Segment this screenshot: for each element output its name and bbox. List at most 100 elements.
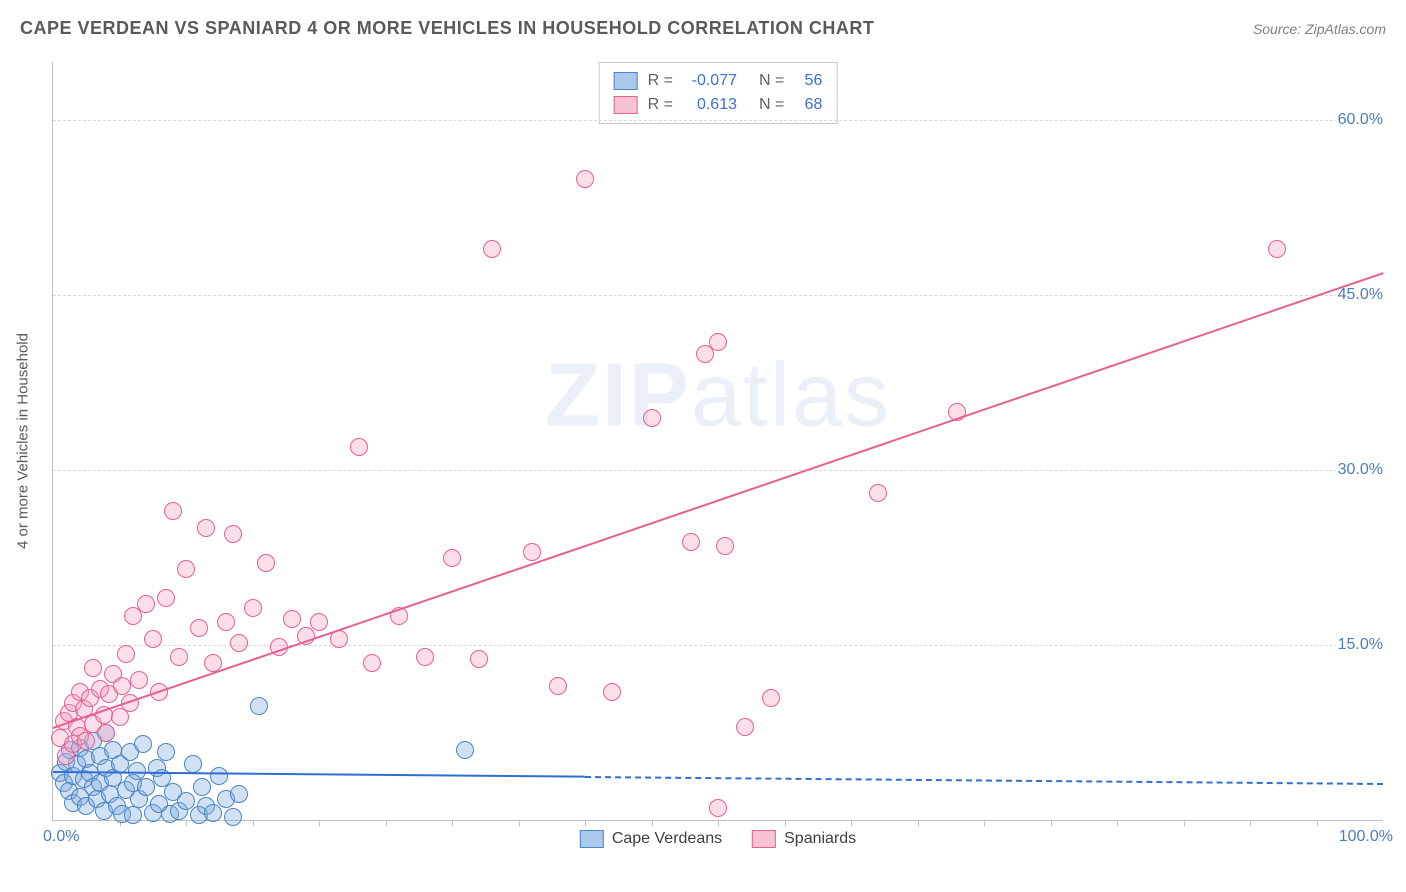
scatter-point-cape_verdeans bbox=[250, 697, 268, 715]
x-tick bbox=[918, 820, 919, 826]
swatch-spaniards bbox=[614, 96, 638, 114]
chart-title: CAPE VERDEAN VS SPANIARD 4 OR MORE VEHIC… bbox=[20, 18, 874, 39]
x-tick bbox=[718, 820, 719, 826]
scatter-point-spaniards bbox=[470, 650, 488, 668]
x-tick bbox=[186, 820, 187, 826]
scatter-point-spaniards bbox=[130, 671, 148, 689]
watermark: ZIPatlas bbox=[545, 344, 891, 447]
watermark-rest: atlas bbox=[691, 345, 891, 445]
x-tick bbox=[984, 820, 985, 826]
watermark-bold: ZIP bbox=[545, 345, 691, 445]
x-tick bbox=[1317, 820, 1318, 826]
scatter-point-spaniards bbox=[549, 677, 567, 695]
scatter-point-spaniards bbox=[283, 610, 301, 628]
scatter-point-spaniards bbox=[443, 549, 461, 567]
scatter-point-spaniards bbox=[643, 409, 661, 427]
x-tick bbox=[253, 820, 254, 826]
scatter-point-spaniards bbox=[762, 689, 780, 707]
plot-area: 4 or more Vehicles in Household ZIPatlas… bbox=[52, 62, 1383, 821]
stats-row-spaniards: R = 0.613 N = 68 bbox=[614, 93, 823, 117]
y-tick-label: 45.0% bbox=[1336, 286, 1385, 304]
scatter-point-spaniards bbox=[217, 613, 235, 631]
scatter-point-cape_verdeans bbox=[204, 804, 222, 822]
scatter-point-spaniards bbox=[483, 240, 501, 258]
scatter-point-spaniards bbox=[117, 645, 135, 663]
r-value: 0.613 bbox=[683, 93, 737, 117]
scatter-point-spaniards bbox=[77, 732, 95, 750]
bottom-legend: Cape Verdeans Spaniards bbox=[580, 830, 856, 848]
scatter-point-spaniards bbox=[716, 537, 734, 555]
scatter-point-cape_verdeans bbox=[184, 755, 202, 773]
x-tick bbox=[585, 820, 586, 826]
y-tick-label: 15.0% bbox=[1336, 636, 1385, 654]
x-tick bbox=[519, 820, 520, 826]
scatter-point-spaniards bbox=[224, 525, 242, 543]
scatter-point-spaniards bbox=[363, 654, 381, 672]
r-value: -0.077 bbox=[683, 69, 737, 93]
scatter-point-cape_verdeans bbox=[210, 767, 228, 785]
x-tick bbox=[851, 820, 852, 826]
n-value: 56 bbox=[794, 69, 822, 93]
x-tick bbox=[785, 820, 786, 826]
scatter-point-spaniards bbox=[204, 654, 222, 672]
y-tick-label: 30.0% bbox=[1336, 461, 1385, 479]
x-tick bbox=[652, 820, 653, 826]
scatter-point-spaniards bbox=[230, 634, 248, 652]
n-label: N = bbox=[759, 93, 784, 117]
n-value: 68 bbox=[794, 93, 822, 117]
scatter-point-cape_verdeans bbox=[157, 743, 175, 761]
x-tick bbox=[319, 820, 320, 826]
swatch-cape_verdeans bbox=[614, 72, 638, 90]
scatter-point-spaniards bbox=[170, 648, 188, 666]
x-max-label: 100.0% bbox=[1339, 828, 1393, 846]
scatter-point-cape_verdeans bbox=[134, 735, 152, 753]
scatter-point-spaniards bbox=[97, 724, 115, 742]
scatter-point-spaniards bbox=[523, 543, 541, 561]
scatter-point-spaniards bbox=[144, 630, 162, 648]
scatter-point-spaniards bbox=[244, 599, 262, 617]
scatter-point-spaniards bbox=[190, 619, 208, 637]
trend-dash-cape_verdeans bbox=[585, 776, 1383, 785]
scatter-point-spaniards bbox=[310, 613, 328, 631]
scatter-point-spaniards bbox=[84, 659, 102, 677]
legend-label: Cape Verdeans bbox=[612, 830, 722, 848]
scatter-point-spaniards bbox=[416, 648, 434, 666]
x-tick bbox=[386, 820, 387, 826]
x-tick bbox=[452, 820, 453, 826]
stats-row-cape_verdeans: R =-0.077N =56 bbox=[614, 69, 823, 93]
scatter-point-spaniards bbox=[1268, 240, 1286, 258]
scatter-point-cape_verdeans bbox=[224, 808, 242, 826]
gridline bbox=[53, 470, 1383, 471]
x-tick bbox=[1051, 820, 1052, 826]
x-tick bbox=[1117, 820, 1118, 826]
scatter-point-spaniards bbox=[682, 533, 700, 551]
legend-item-spaniards: Spaniards bbox=[752, 830, 856, 848]
scatter-point-spaniards bbox=[177, 560, 195, 578]
scatter-point-spaniards bbox=[137, 595, 155, 613]
scatter-point-spaniards bbox=[157, 589, 175, 607]
scatter-point-spaniards bbox=[576, 170, 594, 188]
scatter-point-spaniards bbox=[603, 683, 621, 701]
scatter-point-cape_verdeans bbox=[456, 741, 474, 759]
scatter-point-spaniards bbox=[869, 484, 887, 502]
legend-label: Spaniards bbox=[784, 830, 856, 848]
r-label: R = bbox=[648, 69, 673, 93]
y-axis-label: 4 or more Vehicles in Household bbox=[15, 333, 32, 549]
scatter-point-spaniards bbox=[709, 333, 727, 351]
gridline bbox=[53, 120, 1383, 121]
x-tick bbox=[1184, 820, 1185, 826]
swatch-cape_verdeans bbox=[580, 830, 604, 848]
swatch-spaniards bbox=[752, 830, 776, 848]
gridline bbox=[53, 645, 1383, 646]
r-label: R = bbox=[648, 93, 673, 117]
source-label: Source: ZipAtlas.com bbox=[1253, 21, 1386, 37]
scatter-point-cape_verdeans bbox=[230, 785, 248, 803]
scatter-point-spaniards bbox=[257, 554, 275, 572]
scatter-point-cape_verdeans bbox=[137, 778, 155, 796]
scatter-point-spaniards bbox=[709, 799, 727, 817]
scatter-point-spaniards bbox=[350, 438, 368, 456]
scatter-point-cape_verdeans bbox=[193, 778, 211, 796]
scatter-point-spaniards bbox=[113, 677, 131, 695]
gridline bbox=[53, 295, 1383, 296]
x-tick bbox=[1250, 820, 1251, 826]
